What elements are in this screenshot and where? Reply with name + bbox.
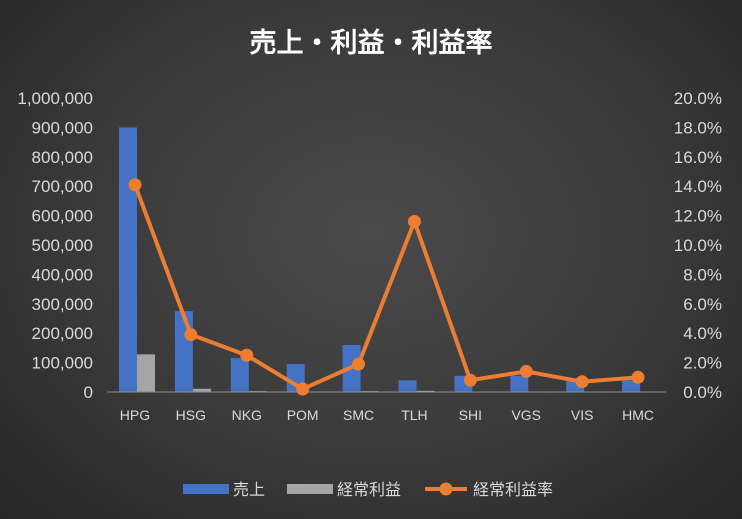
y-right-tick-label: 0.0% bbox=[683, 383, 722, 402]
legend: 売上 経常利益 経常利益率 bbox=[183, 480, 553, 499]
y-right-tick-label: 16.0% bbox=[674, 148, 722, 167]
y-left-tick-label: 800,000 bbox=[32, 148, 93, 167]
x-tick-label: TLH bbox=[401, 407, 427, 423]
y-left-tick-label: 700,000 bbox=[32, 177, 93, 196]
line-point bbox=[407, 214, 421, 228]
bar-0 bbox=[510, 375, 529, 392]
line-point bbox=[519, 364, 533, 378]
line-point bbox=[463, 373, 477, 387]
legend-label: 経常利益率 bbox=[473, 480, 553, 499]
y-axis-right: 0.0% 2.0% 4.0% 6.0% 8.0% 10.0% 12.0% 14.0% 16.0%… bbox=[674, 89, 722, 402]
bar-0 bbox=[622, 380, 641, 392]
x-tick-label: HSG bbox=[176, 407, 206, 423]
line-series-0 bbox=[133, 184, 639, 392]
line-point bbox=[128, 178, 142, 192]
y-left-tick-label: 300,000 bbox=[32, 295, 93, 314]
x-tick-label: SHI bbox=[459, 407, 482, 423]
y-right-tick-label: 6.0% bbox=[683, 295, 722, 314]
bar-0 bbox=[174, 311, 193, 392]
line-layer bbox=[128, 178, 645, 396]
y-left-tick-label: 900,000 bbox=[32, 118, 93, 137]
bar-0 bbox=[398, 380, 417, 392]
y-right-tick-label: 12.0% bbox=[674, 207, 722, 226]
y-axis-left: 0 100,000 200,000 300,000 400,000 500,000 600,… bbox=[17, 89, 93, 402]
bars-layer bbox=[119, 127, 659, 393]
y-right-tick-label: 8.0% bbox=[683, 265, 722, 284]
bar-0 bbox=[119, 127, 137, 393]
y-right-tick-label: 10.0% bbox=[674, 236, 722, 255]
y-right-tick-label: 4.0% bbox=[683, 324, 722, 343]
y-left-tick-label: 100,000 bbox=[32, 354, 93, 373]
bar-1 bbox=[416, 390, 435, 392]
y-left-tick-label: 500,000 bbox=[32, 236, 93, 255]
x-axis: HPG HSG NKG POM SMC TLH SHI VGS VIS HMC bbox=[107, 391, 666, 423]
x-tick-label: NKG bbox=[232, 407, 262, 423]
legend-label: 経常利益 bbox=[337, 480, 401, 499]
y-left-tick-label: 1,000,000 bbox=[17, 89, 93, 108]
y-right-tick-label: 2.0% bbox=[683, 354, 722, 373]
x-tick-label: HPG bbox=[120, 407, 150, 423]
legend-swatch bbox=[183, 484, 229, 494]
chart-title: 売上・利益・利益率 bbox=[250, 27, 493, 59]
x-tick-label: VGS bbox=[511, 407, 541, 423]
y-right-tick-label: 20.0% bbox=[674, 89, 722, 108]
y-right-tick-label: 18.0% bbox=[674, 118, 722, 137]
bar-1 bbox=[192, 388, 211, 392]
x-tick-label: HMC bbox=[622, 407, 654, 423]
legend-label: 売上 bbox=[233, 480, 265, 499]
y-left-tick-label: 200,000 bbox=[32, 324, 93, 343]
line-point bbox=[352, 357, 366, 371]
y-right-tick-label: 14.0% bbox=[674, 177, 722, 196]
x-tick-label: VIS bbox=[571, 407, 594, 423]
y-left-tick-label: 400,000 bbox=[32, 265, 93, 284]
line-point bbox=[184, 328, 198, 342]
y-left-tick-label: 600,000 bbox=[32, 207, 93, 226]
y-left-tick-label: 0 bbox=[84, 383, 93, 402]
line-point bbox=[296, 382, 310, 396]
legend-swatch bbox=[287, 484, 333, 494]
line-point bbox=[575, 375, 589, 389]
line-point bbox=[631, 370, 645, 384]
bar-1 bbox=[137, 354, 155, 392]
bar-0 bbox=[230, 358, 249, 392]
x-tick-label: SMC bbox=[343, 407, 374, 423]
line-point bbox=[240, 348, 254, 362]
x-tick-label: POM bbox=[287, 407, 319, 423]
legend-marker bbox=[439, 482, 453, 496]
